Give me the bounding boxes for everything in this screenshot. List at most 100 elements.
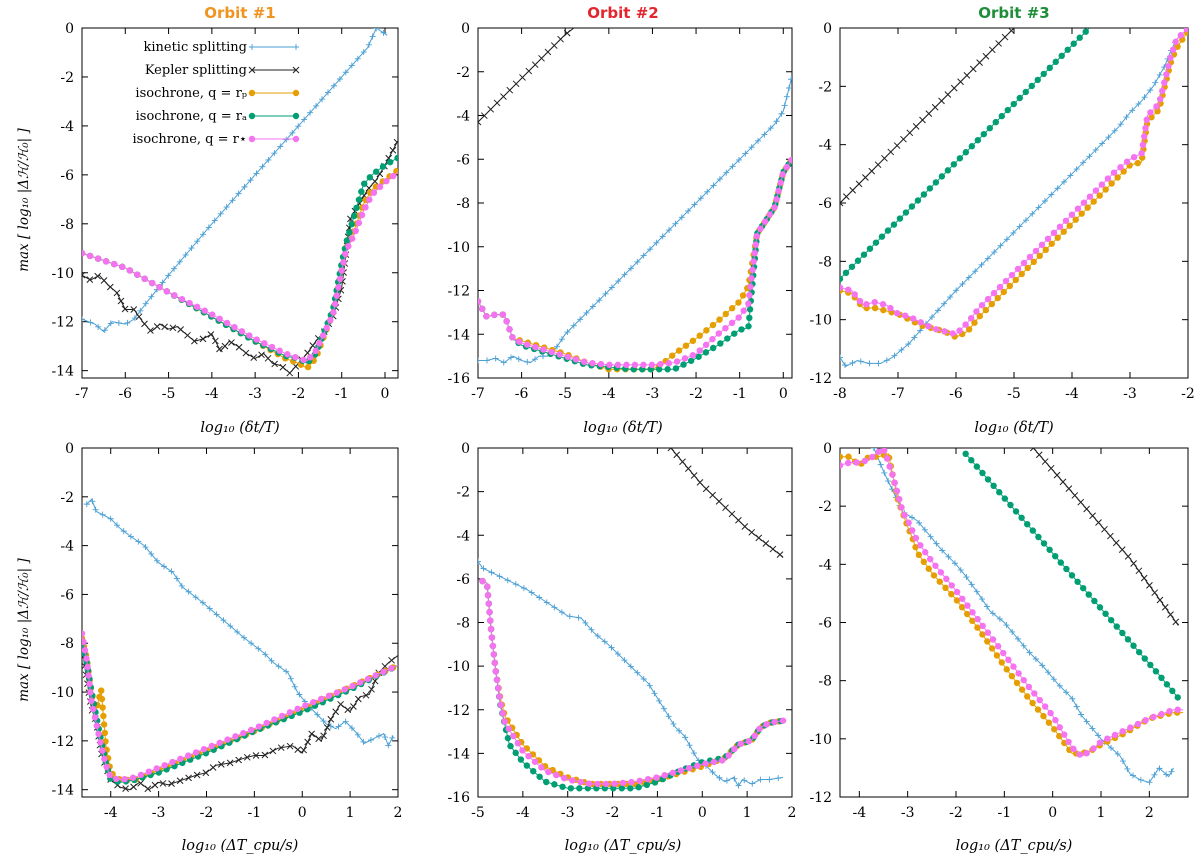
point-rstar	[126, 267, 134, 274]
point-ra	[980, 130, 988, 138]
point-rp	[988, 300, 996, 308]
point-rstar	[246, 332, 253, 339]
point-kepler	[100, 277, 108, 284]
point-rstar	[247, 726, 255, 734]
point-rstar	[364, 675, 372, 683]
point-rstar	[148, 279, 156, 287]
point-kinetic	[1083, 718, 1090, 725]
point-rp	[1078, 210, 1085, 217]
point-kinetic	[1061, 178, 1068, 185]
point-rp	[958, 604, 966, 611]
point-rstar	[331, 300, 339, 308]
point-kepler	[207, 331, 215, 338]
point-rstar	[1050, 229, 1058, 237]
point-kinetic	[1067, 172, 1074, 179]
series-line-kepler	[82, 648, 398, 791]
point-kinetic	[1003, 622, 1010, 629]
y-tick-label: -8	[456, 196, 470, 212]
point-kepler	[121, 305, 129, 313]
point-kepler	[925, 110, 933, 118]
point-rstar	[869, 453, 876, 461]
point-rstar	[169, 758, 176, 766]
point-rstar	[376, 183, 384, 191]
point-rstar	[345, 242, 352, 250]
point-kinetic	[142, 300, 149, 307]
point-ra	[635, 784, 642, 791]
point-rp	[936, 578, 943, 585]
point-kinetic	[911, 334, 918, 341]
point-kepler	[216, 345, 223, 353]
point-rp	[304, 363, 312, 371]
y-tick-label: -8	[818, 674, 832, 690]
point-rstar	[967, 314, 975, 322]
point-rstar	[503, 318, 510, 325]
point-kinetic	[1080, 159, 1087, 166]
point-kepler	[320, 732, 327, 740]
point-kepler	[209, 764, 217, 771]
y-tick-label: -4	[818, 138, 832, 154]
point-rstar	[893, 487, 901, 495]
point-rstar	[984, 295, 992, 303]
point-kinetic	[342, 718, 349, 725]
point-kinetic	[939, 547, 946, 554]
point-rstar	[387, 665, 395, 672]
point-rstar	[525, 752, 532, 760]
point-ra	[1158, 674, 1165, 682]
point-ra	[394, 154, 398, 162]
point-rstar	[896, 495, 903, 503]
point-kinetic	[515, 356, 522, 363]
point-rstar	[488, 634, 496, 641]
point-ra	[745, 323, 752, 330]
point-kepler	[755, 534, 763, 542]
point-kinetic	[488, 569, 495, 576]
point-rstar	[486, 608, 493, 616]
point-rstar	[216, 315, 223, 322]
point-rp	[722, 310, 730, 318]
point-kepler	[141, 320, 148, 328]
y-tick-label: -10	[809, 732, 832, 748]
point-kinetic	[95, 323, 102, 330]
point-rstar	[94, 255, 102, 262]
point-rstar	[1047, 709, 1054, 717]
point-rstar	[932, 562, 939, 569]
legend-marker-rp	[292, 89, 300, 97]
point-kinetic	[255, 645, 262, 652]
point-rstar	[87, 689, 94, 696]
point-ra	[361, 180, 368, 187]
x-tick-label: -4	[516, 805, 530, 821]
point-rstar	[506, 326, 513, 333]
point-rstar	[1052, 716, 1059, 724]
point-kinetic	[1009, 628, 1016, 635]
point-rstar	[757, 225, 764, 232]
point-ra	[372, 168, 380, 175]
point-rstar	[231, 323, 238, 331]
x-tick-label: 0	[381, 386, 390, 402]
point-kinetic	[524, 358, 531, 365]
point-ra	[348, 220, 355, 228]
point-rstar	[223, 319, 231, 327]
point-kinetic	[775, 775, 782, 782]
point-ra	[944, 167, 952, 174]
point-kinetic	[640, 252, 647, 259]
point-rstar	[1060, 731, 1068, 738]
point-rstar	[209, 311, 216, 318]
series-line-kinetic	[478, 561, 784, 788]
point-rp	[98, 687, 105, 694]
point-kinetic	[1022, 217, 1029, 224]
point-rstar	[389, 172, 397, 180]
point-rstar	[564, 353, 572, 361]
point-rstar	[171, 292, 178, 299]
point-kinetic	[1078, 711, 1085, 718]
point-rstar	[491, 311, 498, 319]
point-kinetic	[148, 293, 155, 300]
point-rstar	[1090, 745, 1097, 752]
point-kinetic	[959, 280, 966, 287]
point-kinetic	[989, 610, 996, 617]
point-rstar	[186, 299, 193, 307]
point-ra	[996, 489, 1003, 496]
point-kepler	[900, 135, 907, 143]
x-tick-label: -2	[1181, 386, 1195, 402]
point-kinetic	[881, 469, 888, 476]
point-kepler	[1047, 464, 1055, 472]
point-kepler	[228, 339, 235, 346]
